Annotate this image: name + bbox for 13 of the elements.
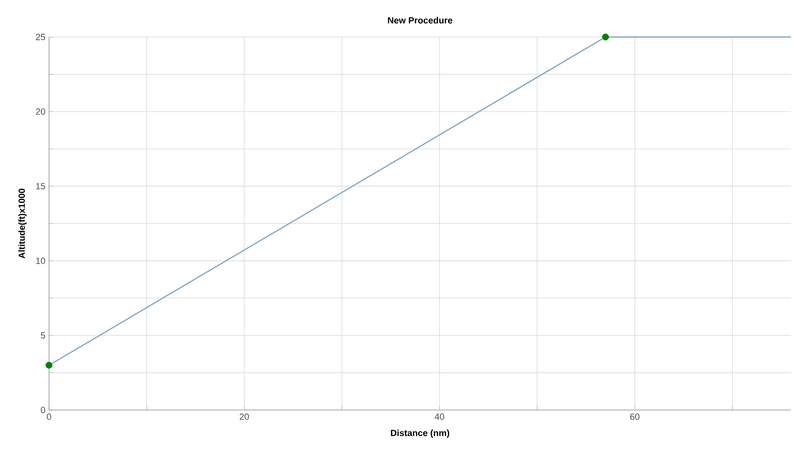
x-tick-label: 60 (630, 414, 640, 420)
y-tick-label: 25 (36, 34, 46, 40)
x-tick-label: 20 (240, 414, 249, 420)
y-axis-title: Altitude(ft)x1000 (18, 188, 27, 258)
x-tick-label: 40 (434, 414, 444, 420)
chart-title: New Procedure (388, 16, 452, 24)
y-tick-label: 15 (36, 183, 46, 190)
x-axis-title: Distance (nm) (390, 430, 450, 438)
y-tick-label: 10 (36, 258, 46, 264)
y-tick-label: 0 (40, 406, 46, 414)
x-tick-label: 0 (46, 414, 52, 420)
y-tick-label: 20 (36, 108, 46, 115)
y-tick-label: 5 (40, 332, 46, 339)
